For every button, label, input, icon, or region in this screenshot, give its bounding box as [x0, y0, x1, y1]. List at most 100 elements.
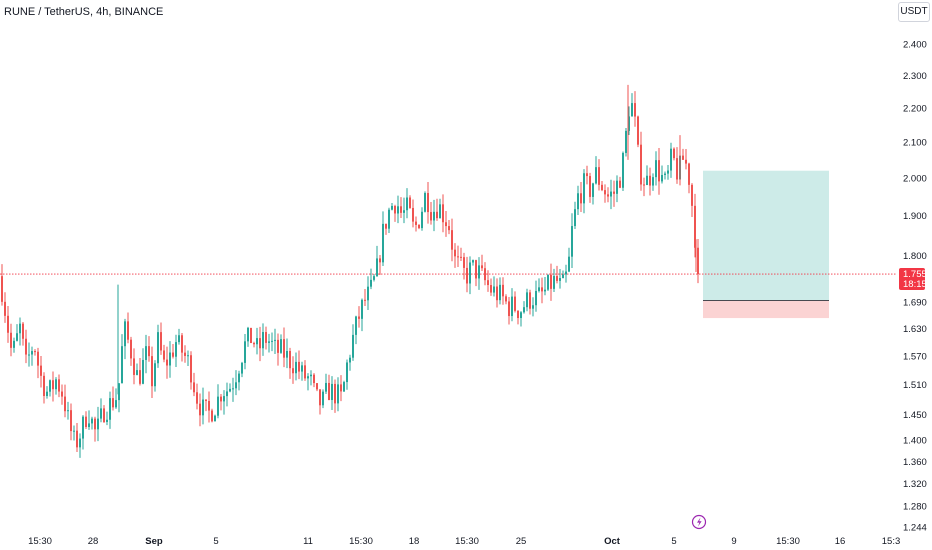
candle — [520, 311, 522, 327]
profit-target-zone[interactable] — [703, 170, 829, 301]
candle — [580, 181, 582, 213]
candle — [463, 252, 465, 280]
candle — [343, 380, 345, 392]
lightning-icon[interactable] — [691, 514, 707, 530]
time-tick-label: Oct — [604, 536, 621, 547]
time-tick-label: 15:30 — [28, 536, 52, 547]
candle — [157, 324, 159, 368]
time-tick-label: 15:3 — [882, 536, 901, 547]
candle — [253, 341, 255, 348]
candle — [166, 346, 168, 379]
candle — [481, 254, 483, 271]
candle — [358, 306, 360, 328]
price-tick-label: 1.570 — [903, 351, 927, 362]
price-tick-label: 1.630 — [903, 324, 927, 335]
candle — [619, 176, 621, 189]
candle — [652, 173, 654, 191]
candle — [529, 289, 531, 315]
candle — [439, 198, 441, 219]
candle — [154, 360, 156, 392]
candle — [583, 169, 585, 214]
candle — [631, 93, 633, 117]
candle — [133, 348, 135, 385]
candle — [625, 127, 627, 157]
candle — [607, 187, 609, 203]
candle — [532, 297, 534, 317]
candle — [397, 195, 399, 224]
candle — [79, 433, 81, 458]
candle — [643, 177, 645, 197]
price-tick-label: 2.100 — [903, 138, 927, 149]
candle — [475, 259, 477, 287]
candle — [268, 333, 270, 353]
candle — [610, 179, 612, 210]
price-tick-label: 2.400 — [903, 40, 927, 51]
currency-selector-button[interactable]: USDT — [898, 2, 930, 22]
candle — [466, 256, 468, 293]
candle — [391, 202, 393, 211]
price-tick-label: 1.690 — [903, 297, 927, 308]
candle — [622, 151, 624, 191]
candle — [175, 334, 177, 367]
candle — [19, 317, 21, 346]
candle — [586, 165, 588, 185]
candle — [142, 348, 144, 385]
candle — [604, 184, 606, 203]
candle — [445, 210, 447, 237]
candle — [124, 318, 126, 360]
candle — [121, 334, 123, 384]
candle — [313, 373, 315, 388]
candle — [415, 216, 417, 232]
candle — [7, 305, 9, 343]
candle — [10, 323, 12, 357]
stop-loss-zone[interactable] — [703, 300, 829, 319]
candle — [484, 262, 486, 286]
candle — [205, 399, 207, 412]
candle — [115, 388, 117, 409]
candle — [412, 199, 414, 228]
candle — [352, 324, 354, 361]
candle — [562, 270, 564, 279]
current-price-value: 1.755 — [903, 269, 927, 280]
candle — [280, 334, 282, 354]
candle — [442, 194, 444, 233]
candle — [64, 384, 66, 418]
candle — [592, 182, 594, 205]
position-zones — [703, 170, 829, 319]
candle — [250, 327, 252, 344]
candle — [295, 352, 297, 381]
candle — [109, 391, 111, 429]
candle — [73, 425, 75, 441]
candle — [262, 323, 264, 356]
candle — [487, 270, 489, 292]
candle — [628, 106, 630, 135]
candle — [379, 254, 381, 275]
candle — [388, 207, 390, 233]
candle — [547, 274, 549, 292]
candle — [598, 159, 600, 191]
candle — [259, 326, 261, 362]
candle — [649, 167, 651, 196]
candle — [361, 298, 363, 332]
candle — [232, 377, 234, 402]
price-tick-label: 1.450 — [903, 410, 927, 421]
candle — [370, 268, 372, 290]
candle — [403, 197, 405, 224]
candle — [274, 328, 276, 355]
candle — [469, 256, 471, 295]
candle — [118, 383, 120, 413]
candle — [376, 245, 378, 277]
candle — [670, 142, 672, 178]
candle — [430, 201, 432, 225]
candle — [637, 115, 639, 148]
candle — [226, 382, 228, 407]
candle — [55, 377, 57, 395]
candle — [577, 185, 579, 216]
candle — [658, 147, 660, 195]
candle — [25, 329, 27, 364]
candle — [4, 292, 6, 323]
candlestick-series — [1, 84, 699, 458]
candle — [454, 243, 456, 268]
